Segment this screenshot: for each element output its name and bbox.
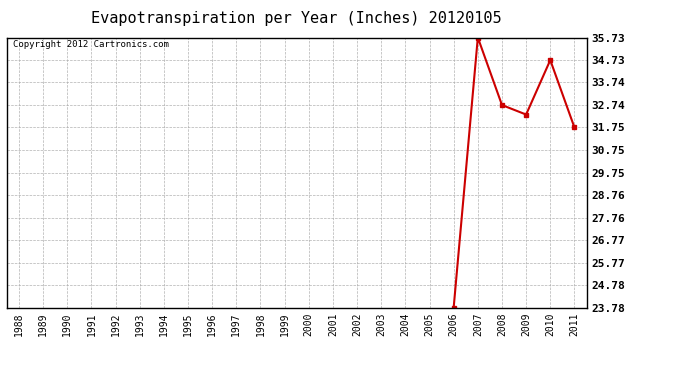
Text: Evapotranspiration per Year (Inches) 20120105: Evapotranspiration per Year (Inches) 201… — [91, 11, 502, 26]
Text: Copyright 2012 Cartronics.com: Copyright 2012 Cartronics.com — [12, 40, 168, 49]
